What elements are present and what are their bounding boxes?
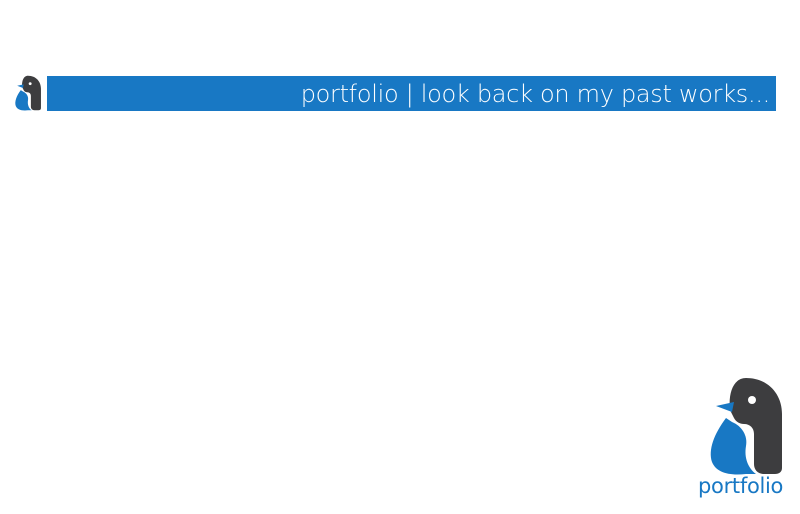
penguin-letter-a-icon <box>15 75 41 111</box>
footer-logo <box>706 376 786 476</box>
header-tagline: portfolio | look back on my past works..… <box>300 79 771 108</box>
header-bar: portfolio | look back on my past works..… <box>47 76 776 111</box>
footer-brand-label: portfolio <box>698 474 784 498</box>
penguin-letter-a-icon <box>710 378 782 475</box>
footer-brand: portfolio <box>690 372 795 507</box>
header-logo <box>13 75 43 111</box>
